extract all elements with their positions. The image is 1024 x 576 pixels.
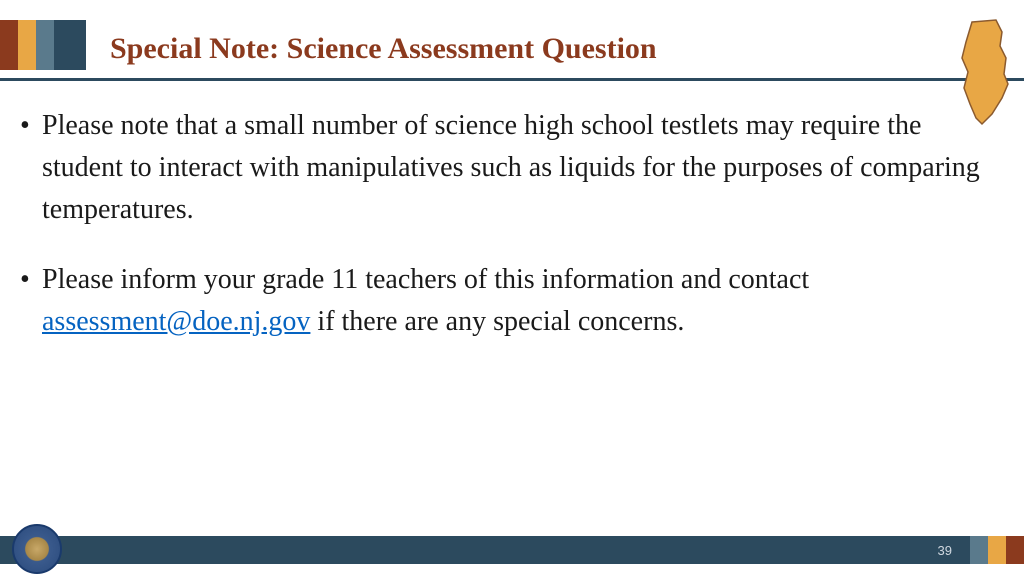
header-color-bars bbox=[0, 20, 86, 70]
bullet-item: Please inform your grade 11 teachers of … bbox=[20, 259, 994, 343]
state-seal-icon bbox=[12, 524, 62, 574]
bullet-text: Please note that a small number of scien… bbox=[42, 110, 980, 225]
header-bar-brown bbox=[0, 20, 18, 70]
footer-bar-brown bbox=[1006, 536, 1024, 564]
page-number: 39 bbox=[938, 543, 952, 558]
footer-bar-gold bbox=[988, 536, 1006, 564]
slide-title: Special Note: Science Assessment Questio… bbox=[110, 32, 657, 66]
title-underline bbox=[0, 78, 1024, 81]
email-link[interactable]: assessment@doe.nj.gov bbox=[42, 306, 310, 337]
footer-color-bars bbox=[970, 536, 1024, 564]
header-bar-lightblue bbox=[36, 20, 54, 70]
bullet-text-after: if there are any special concerns. bbox=[310, 306, 684, 337]
bullet-item: Please note that a small number of scien… bbox=[20, 105, 994, 231]
footer-bar-lightblue bbox=[970, 536, 988, 564]
header-bar-gold bbox=[18, 20, 36, 70]
bullet-text-before: Please inform your grade 11 teachers of … bbox=[42, 264, 809, 295]
slide-content: Please note that a small number of scien… bbox=[20, 105, 994, 371]
footer-bar: 39 bbox=[0, 536, 1024, 564]
header-bar-darkblue bbox=[54, 20, 86, 70]
